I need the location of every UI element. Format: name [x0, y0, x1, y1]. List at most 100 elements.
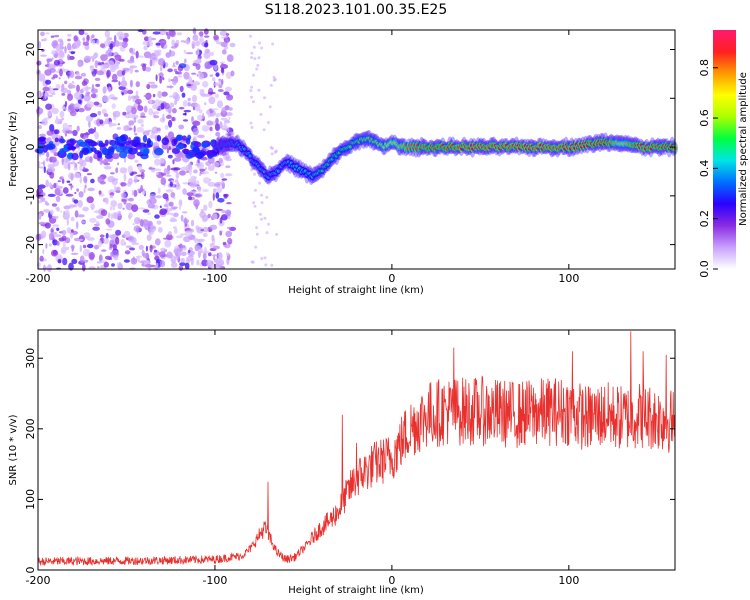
heatmap-noise-cell: [191, 40, 196, 49]
heatmap-noise-cell: [200, 209, 204, 213]
heatmap-noise-cell: [270, 263, 274, 267]
heatmap-noise-cell: [219, 231, 223, 236]
heatmap-noise-cell: [258, 181, 262, 185]
heatmap-noise-cell: [121, 41, 128, 48]
heatmap-noise-cell: [109, 43, 113, 50]
heatmap-noise-cell: [52, 224, 60, 227]
heatmap-noise-cell: [100, 64, 108, 69]
heatmap-noise-cell: [128, 120, 135, 126]
heatmap-noise-cell: [224, 244, 231, 249]
heatmap-noise-cell: [202, 226, 209, 233]
heatmap-noise-cell: [136, 174, 144, 177]
heatmap-noise-cell: [104, 118, 110, 125]
heatmap-noise-cell: [179, 85, 184, 92]
heatmap-noise-cell: [253, 188, 257, 192]
heatmap-noise-cell: [254, 245, 258, 249]
heatmap-noise-cell: [192, 146, 200, 154]
heatmap-noise-cell: [68, 82, 73, 90]
heatmap-noise-cell: [164, 239, 172, 248]
heatmap-noise-cell: [263, 256, 267, 260]
heatmap-noise-cell: [112, 110, 121, 118]
heatmap-noise-cell: [176, 134, 184, 141]
heatmap-noise-cell: [76, 84, 80, 93]
heatmap-noise-cell: [70, 244, 75, 249]
heatmap-noise-cell: [190, 78, 193, 85]
heatmap-noise-cell: [208, 252, 212, 257]
heatmap-noise-cell: [221, 107, 227, 114]
heatmap-noise-cell: [250, 85, 254, 89]
heatmap-noise-cell: [195, 63, 201, 70]
heatmap-noise-cell: [198, 71, 201, 74]
heatmap-noise-cell: [215, 113, 221, 118]
heatmap-noise-cell: [212, 192, 215, 201]
colorbar-tick-label: 0.2: [698, 210, 711, 228]
heatmap-noise-cell: [128, 127, 133, 131]
heatmap-noise-cell: [134, 217, 140, 225]
heatmap-noise-cell: [105, 228, 113, 231]
heatmap-noise-cell: [121, 192, 127, 199]
heatmap-noise-cell: [183, 49, 187, 54]
heatmap-noise-cell: [263, 96, 266, 100]
heatmap-noise-cell: [76, 188, 79, 192]
heatmap-noise-cell: [125, 202, 134, 211]
heatmap-noise-cell: [84, 55, 91, 63]
heatmap-noise-cell: [57, 259, 62, 264]
heatmap-noise-cell: [209, 126, 213, 132]
heatmap-noise-cell: [207, 213, 211, 219]
heatmap-noise-cell: [124, 250, 131, 255]
heatmap-noise-cell: [168, 201, 174, 207]
heatmap-noise-cell: [197, 238, 205, 242]
heatmap-noise-cell: [158, 72, 164, 78]
heatmap-noise-cell: [228, 96, 233, 100]
heatmap-noise-cell: [128, 235, 135, 243]
heatmap-noise-cell: [158, 127, 161, 134]
heatmap-noise-cell: [199, 168, 206, 172]
heatmap-noise-cell: [55, 43, 64, 52]
snr-series-line: [37, 331, 676, 567]
heatmap-noise-cell: [77, 107, 85, 113]
heatmap-noise-cell: [42, 249, 45, 254]
heatmap-noise-cell: [189, 190, 198, 193]
heatmap-noise-cell: [53, 59, 61, 66]
heatmap-noise-cell: [155, 42, 162, 46]
heatmap-noise-cell: [134, 159, 139, 163]
heatmap-noise-cell: [199, 109, 203, 114]
heatmap-noise-cell: [61, 178, 65, 184]
heatmap-noise-cell: [102, 147, 109, 155]
heatmap-noise-cell: [172, 62, 175, 68]
heatmap-noise-cell: [170, 212, 174, 216]
heatmap-noise-cell: [107, 176, 116, 183]
heatmap-noise-cell: [182, 100, 188, 107]
heatmap-noise-cell: [50, 35, 55, 38]
heatmap-noise-cell: [96, 39, 100, 45]
heatmap-noise-cell: [49, 156, 57, 163]
heatmap-noise-cell: [152, 103, 159, 110]
heatmap-x-axis-label: Height of straight line (km): [288, 285, 424, 296]
heatmap-noise-cell: [155, 172, 159, 176]
heatmap-noise-cell: [206, 259, 213, 268]
heatmap-noise-cell: [111, 249, 119, 258]
heatmap-noise-cell: [177, 71, 182, 75]
heatmap-noise-cell: [138, 244, 144, 250]
heatmap-noise-cell: [170, 192, 176, 198]
heatmap-noise-cell: [209, 224, 218, 230]
heatmap-noise-cell: [226, 132, 232, 136]
heatmap-noise-cell: [150, 84, 158, 89]
heatmap-noise-cell: [269, 83, 273, 87]
heatmap-noise-cell: [201, 125, 210, 132]
heatmap-noise-cell: [214, 183, 221, 188]
heatmap-noise-cell: [122, 67, 131, 71]
heatmap-noise-cell: [255, 226, 259, 230]
heatmap-noise-cell: [57, 38, 64, 43]
heatmap-noise-cell: [260, 257, 264, 260]
heatmap-noise-cell: [43, 38, 47, 42]
heatmap-noise-cell: [133, 125, 136, 133]
ridge-core: [248, 154, 252, 158]
heatmap-noise-cell: [89, 156, 93, 164]
heatmap-noise-cell: [151, 52, 156, 57]
heatmap-noise-cell: [93, 210, 102, 214]
heatmap-noise-cell: [214, 123, 221, 131]
heatmap-noise-cell: [263, 216, 267, 220]
heatmap-noise-cell: [127, 59, 135, 64]
heatmap-noise-cell: [228, 117, 231, 120]
